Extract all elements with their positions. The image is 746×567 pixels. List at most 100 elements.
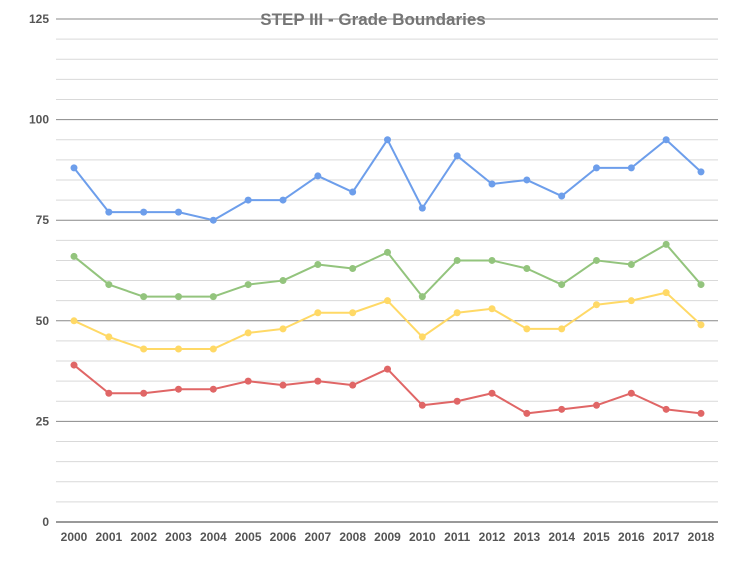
data-point (558, 281, 566, 289)
series-1 (70, 136, 705, 224)
data-point (349, 309, 357, 317)
data-point (384, 136, 391, 144)
data-point (140, 389, 148, 397)
data-point (314, 172, 322, 180)
data-point (558, 405, 566, 413)
data-point (453, 397, 461, 405)
data-point (418, 204, 426, 212)
data-point (488, 305, 496, 313)
data-point (697, 168, 705, 176)
x-tick-label: 2004 (200, 530, 227, 544)
data-point (697, 409, 705, 417)
data-point (662, 136, 670, 144)
y-tick-label: 125 (29, 12, 49, 26)
data-point (662, 240, 670, 248)
data-point (70, 164, 78, 172)
data-point (418, 333, 426, 341)
x-tick-label: 2018 (688, 530, 715, 544)
data-point (349, 381, 357, 389)
data-point (384, 248, 391, 256)
data-point (209, 216, 217, 224)
x-tick-label: 2007 (304, 530, 331, 544)
x-tick-label: 2010 (409, 530, 436, 544)
data-point (558, 325, 566, 333)
x-tick-label: 2000 (61, 530, 88, 544)
data-point (418, 401, 426, 409)
data-point (697, 321, 705, 329)
data-point (523, 409, 531, 417)
data-point (209, 293, 217, 301)
data-point (70, 252, 78, 260)
x-tick-label: 2009 (374, 530, 401, 544)
x-tick-label: 2005 (235, 530, 262, 544)
data-point (175, 208, 182, 216)
data-point (140, 293, 148, 301)
data-point (244, 196, 252, 204)
data-point (523, 325, 531, 333)
x-tick-label: 2003 (165, 530, 192, 544)
data-point (349, 264, 357, 272)
data-point (105, 281, 113, 289)
data-point (140, 345, 148, 353)
data-point (105, 208, 113, 216)
data-point (244, 281, 252, 289)
y-tick-label: 25 (36, 414, 50, 428)
data-point (314, 377, 322, 385)
y-tick-label: 50 (36, 314, 50, 328)
data-point (558, 192, 566, 200)
data-point (209, 385, 217, 393)
x-tick-label: 2008 (339, 530, 366, 544)
major-gridlines (56, 18, 718, 523)
x-tick-label: 2006 (270, 530, 297, 544)
series-2 (70, 240, 705, 301)
y-tick-label: 75 (36, 213, 50, 227)
data-point (279, 325, 287, 333)
x-tick-label: 2011 (444, 530, 470, 544)
data-point (70, 361, 78, 369)
x-tick-label: 2012 (479, 530, 506, 544)
data-point (175, 385, 182, 393)
data-point (593, 256, 600, 264)
x-tick-label: 2013 (513, 530, 540, 544)
data-point (697, 281, 705, 289)
data-point (488, 180, 496, 188)
data-point (627, 260, 635, 268)
x-tick-label: 2014 (548, 530, 575, 544)
series-layer (70, 136, 705, 417)
data-point (627, 389, 635, 397)
data-point (105, 389, 113, 397)
data-point (314, 309, 322, 317)
data-point (627, 297, 635, 305)
series-3 (70, 289, 705, 353)
x-tick-label: 2016 (618, 530, 645, 544)
data-point (453, 309, 461, 317)
x-tick-label: 2002 (130, 530, 157, 544)
y-tick-label: 0 (42, 515, 49, 529)
chart-title: STEP III - Grade Boundaries (260, 10, 485, 29)
data-point (662, 289, 670, 297)
data-point (418, 293, 426, 301)
data-point (627, 164, 635, 172)
x-tick-label: 2017 (653, 530, 680, 544)
data-point (384, 297, 391, 305)
y-axis-tick-labels: 0 25 50 75 100 125 (29, 12, 49, 529)
data-point (593, 164, 600, 172)
data-point (662, 405, 670, 413)
data-point (279, 277, 287, 285)
series-4 (70, 361, 705, 417)
data-point (488, 389, 496, 397)
data-point (279, 381, 287, 389)
data-point (523, 264, 531, 272)
data-point (593, 401, 600, 409)
data-point (70, 317, 78, 325)
x-axis-tick-labels: 2000 2001 2002 2003 2004 2005 2006 2007 2008 2009… (61, 530, 715, 544)
x-tick-label: 2001 (95, 530, 122, 544)
x-tick-label: 2015 (583, 530, 610, 544)
data-point (453, 256, 461, 264)
data-point (175, 345, 182, 353)
minor-gridlines (56, 38, 718, 503)
data-point (488, 256, 496, 264)
data-point (175, 293, 182, 301)
